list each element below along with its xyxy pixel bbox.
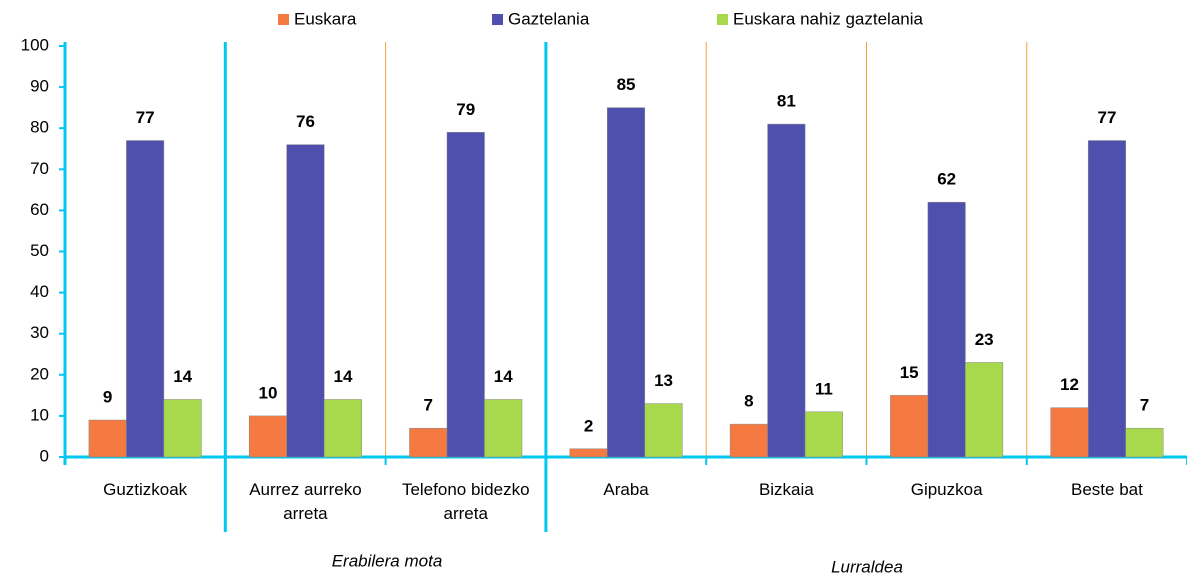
x-tick-label: Bizkaia [758,480,814,499]
bar [607,107,646,458]
data-label: 12 [1060,375,1079,394]
legend-swatch [492,14,503,25]
data-label: 77 [1097,108,1116,127]
data-label: 11 [815,379,833,398]
x-tick-label: Beste bat [1071,480,1143,499]
data-label: 79 [456,100,475,119]
bar [890,395,929,458]
legend-label: Euskara [294,9,357,28]
x-tick-label: Telefono bidezko arreta [401,480,530,523]
x-tick-label: Aurrez aurreko arreta [249,480,362,523]
x-tick-label: Araba [603,480,649,499]
y-tick-label: 100 [21,35,49,54]
y-tick-label: 40 [30,282,49,301]
y-tick-label: 90 [30,77,49,96]
bar [729,423,768,458]
legend-label: Gaztelania [508,9,590,28]
bar [927,201,966,458]
group-label: Erabilera mota [332,551,443,570]
y-tick-label: 70 [30,159,49,178]
bar [644,403,683,458]
y-tick-label: 20 [30,364,49,383]
bar [484,399,523,458]
y-tick-label: 50 [30,241,49,260]
data-label: 15 [900,363,919,382]
data-label: 7 [424,396,433,415]
legend-label: Euskara nahiz gaztelania [733,9,924,28]
data-label: 10 [258,383,277,402]
data-label: 13 [654,371,673,390]
y-tick-label: 60 [30,200,49,219]
bar [88,419,127,458]
data-label: 23 [975,330,994,349]
data-label: 14 [494,367,513,386]
data-label: 14 [173,367,192,386]
data-label: 2 [584,416,593,435]
data-label: 8 [744,392,753,411]
data-label: 81 [777,92,796,111]
bar [323,399,362,458]
x-tick-label: Gipuzkoa [910,480,983,499]
y-tick-label: 10 [30,405,49,424]
data-label: 77 [136,108,155,127]
bar [1125,427,1164,458]
y-tick-label: 0 [40,446,49,465]
data-label: 9 [103,387,112,406]
bar [286,144,325,458]
data-label: 14 [333,367,352,386]
bar [804,411,843,458]
bar [446,132,485,458]
legend-swatch [278,14,289,25]
data-label: 7 [1140,396,1149,415]
bar [767,123,806,458]
bar [409,427,448,458]
bar [126,140,165,458]
bar [569,448,608,458]
bar [1050,407,1089,458]
bar [248,415,287,458]
bar [163,399,202,458]
bar [1087,140,1126,458]
legend-swatch [717,14,728,25]
y-tick-label: 30 [30,323,49,342]
bar [965,362,1004,458]
data-label: 76 [296,112,315,131]
y-tick-label: 80 [30,118,49,137]
data-label: 62 [937,170,956,189]
data-label: 85 [617,75,636,94]
x-tick-label: Guztizkoak [103,480,188,499]
group-label: Lurraldea [831,557,903,576]
